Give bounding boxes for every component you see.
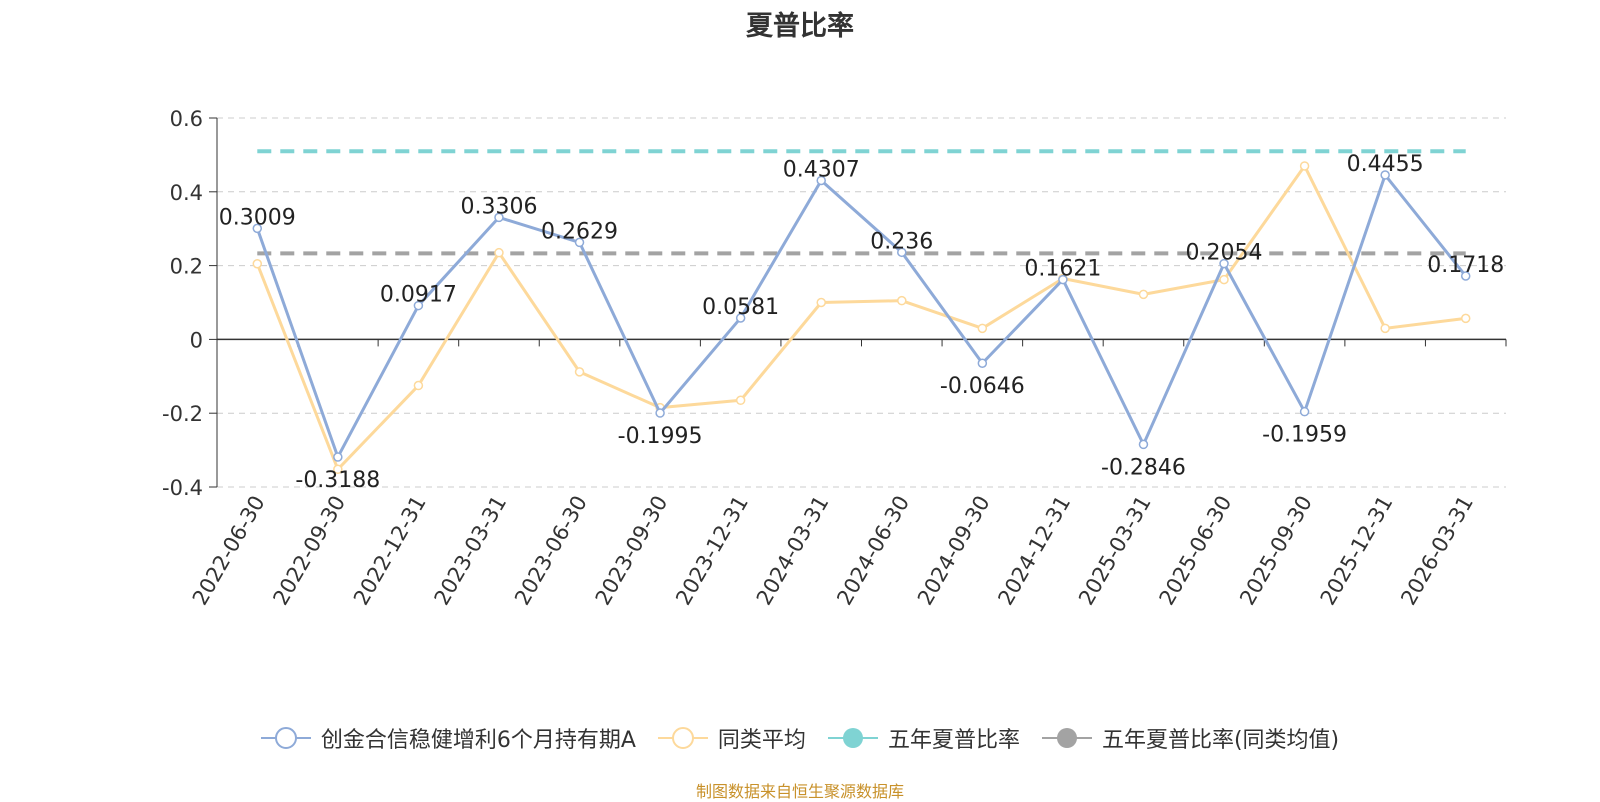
- series-lines: [252, 161, 1471, 475]
- data-label: -0.2846: [1101, 455, 1186, 480]
- data-label: 0.2629: [541, 219, 618, 244]
- data-point[interactable]: [494, 212, 504, 223]
- data-label: 0.1718: [1427, 253, 1504, 278]
- y-tick-label: 0: [190, 328, 203, 352]
- data-label: 0.0917: [380, 283, 457, 308]
- x-tick-label: 2022-12-31: [349, 492, 431, 610]
- x-tick-label: 2024-12-31: [993, 492, 1075, 610]
- data-label: -0.0646: [940, 374, 1025, 399]
- data-point[interactable]: [1299, 161, 1310, 171]
- data-point[interactable]: [574, 237, 585, 248]
- data-label: 0.236: [870, 229, 933, 254]
- x-tick-label: 2025-12-31: [1316, 492, 1398, 610]
- y-tick-label: 0.6: [170, 107, 203, 131]
- data-point[interactable]: [252, 223, 263, 234]
- legend-item-five-year-sharpe[interactable]: 五年夏普比率: [827, 722, 1020, 754]
- x-tick-label: 2024-03-31: [752, 492, 834, 610]
- data-point[interactable]: [816, 297, 826, 308]
- x-tick-label: 2025-06-30: [1155, 492, 1237, 610]
- x-tick-label: 2025-09-30: [1235, 492, 1317, 610]
- data-point[interactable]: [977, 358, 988, 368]
- legend-line-dot-icon: [827, 728, 878, 748]
- x-tick-label: 2024-09-30: [913, 492, 995, 610]
- data-point[interactable]: [897, 295, 907, 306]
- data-point[interactable]: [1380, 170, 1390, 180]
- data-point[interactable]: [413, 300, 424, 311]
- x-tick-label: 2023-09-30: [591, 492, 673, 610]
- x-tick-label: 2022-09-30: [268, 492, 350, 610]
- legend-label-five-year-sharpe: 五年夏普比率: [887, 728, 1020, 753]
- data-point[interactable]: [333, 452, 343, 462]
- line-chart: 0.60.40.20-0.2-0.42022-06-302022-09-3020…: [162, 107, 1507, 610]
- data-point[interactable]: [1138, 289, 1149, 300]
- data-label: 0.3306: [460, 194, 537, 219]
- y-tick-label: 0.2: [170, 255, 203, 279]
- chart-title: 夏普比率: [746, 11, 854, 42]
- legend: 创金合信稳健增利6个月持有期A 同类平均 五年夏普比率 五年夏普比率(同类均值): [0, 722, 1600, 754]
- legend-item-category-average[interactable]: 同类平均: [657, 722, 806, 754]
- data-point[interactable]: [1380, 323, 1390, 334]
- data-point[interactable]: [816, 175, 826, 186]
- legend-label-category-average: 同类平均: [717, 728, 806, 753]
- y-tick-label: -0.2: [162, 402, 203, 426]
- data-point[interactable]: [735, 313, 746, 323]
- data-point[interactable]: [333, 464, 343, 475]
- data-point[interactable]: [1219, 274, 1229, 285]
- x-tick-label: 2023-12-31: [671, 492, 753, 610]
- legend-line-circle-icon: [657, 727, 708, 749]
- legend-line-dot-icon: [1041, 728, 1092, 748]
- legend-item-fund[interactable]: 创金合信稳健增利6个月持有期A: [260, 722, 636, 754]
- reference-lines: [257, 149, 1466, 256]
- data-point[interactable]: [494, 247, 504, 258]
- legend-label-fund: 创金合信稳健增利6个月持有期A: [320, 728, 636, 753]
- data-point[interactable]: [1299, 406, 1310, 417]
- data-point[interactable]: [977, 323, 988, 334]
- data-point[interactable]: [1219, 258, 1229, 269]
- data-point[interactable]: [413, 380, 424, 391]
- legend-line-circle-icon: [260, 727, 311, 749]
- data-label: -0.1995: [618, 424, 703, 449]
- legend-label-five-year-sharpe-category: 五年夏普比率(同类均值): [1101, 728, 1340, 753]
- series-line-0: [255, 173, 1467, 459]
- series-line-1: [255, 164, 1466, 471]
- data-point[interactable]: [735, 395, 746, 406]
- x-tick-label: 2024-06-30: [832, 492, 914, 610]
- data-point[interactable]: [897, 247, 907, 258]
- x-tick-label: 2023-03-31: [429, 492, 511, 610]
- data-point[interactable]: [574, 367, 585, 377]
- data-point[interactable]: [252, 259, 263, 269]
- data-label: 0.4455: [1347, 152, 1424, 177]
- y-tick-label: 0.4: [170, 181, 203, 205]
- data-label: 0.4307: [783, 157, 860, 182]
- data-point[interactable]: [1058, 274, 1068, 285]
- grid-lines: [217, 117, 1506, 488]
- data-label: 0.3009: [219, 205, 296, 230]
- x-tick-label: 2025-03-31: [1074, 492, 1156, 610]
- x-tick-label: 2026-03-31: [1396, 492, 1478, 610]
- x-tick-label: 2022-06-30: [188, 492, 270, 610]
- data-label: -0.3188: [295, 468, 380, 493]
- data-label: -0.1959: [1262, 423, 1347, 448]
- x-tick-label: 2023-06-30: [510, 492, 592, 610]
- source-note: 制图数据来自恒生聚源数据库: [695, 782, 904, 801]
- legend-item-five-year-sharpe-category[interactable]: 五年夏普比率(同类均值): [1041, 722, 1340, 754]
- data-point[interactable]: [655, 408, 665, 418]
- data-label: 0.2054: [1186, 241, 1263, 266]
- data-point[interactable]: [1138, 439, 1149, 450]
- data-label: 0.0581: [702, 295, 779, 320]
- data-point[interactable]: [1460, 271, 1471, 281]
- data-point[interactable]: [1460, 313, 1471, 324]
- y-tick-label: -0.4: [162, 476, 203, 500]
- data-label: 0.1621: [1024, 257, 1101, 282]
